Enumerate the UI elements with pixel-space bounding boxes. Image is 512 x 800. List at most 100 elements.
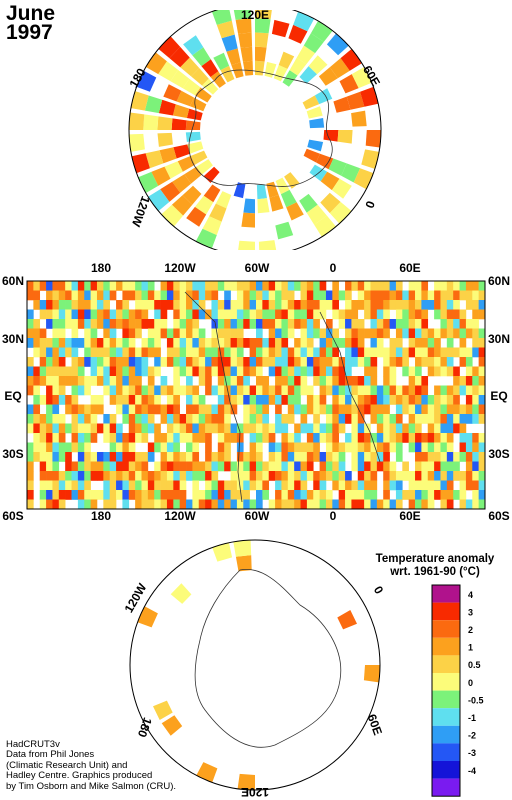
grid-cell: [440, 461, 448, 472]
grid-cell: [84, 499, 91, 510]
grid-cell: [389, 281, 397, 291]
grid-cell: [103, 300, 110, 310]
grid-cell: [383, 480, 390, 491]
grid-cell: [230, 376, 238, 386]
grid-cell: [281, 328, 289, 339]
grid-cell: [90, 338, 98, 348]
grid-cell: [198, 347, 206, 358]
grid-cell: [65, 404, 72, 415]
grid-cell: [472, 290, 479, 301]
grid-cell: [147, 452, 155, 462]
grid-cell: [166, 281, 174, 291]
grid-cell: [287, 471, 295, 481]
grid-cell: [287, 290, 295, 301]
credits-line-2: Data from Phil Jones: [6, 749, 95, 761]
grid-cell: [415, 338, 422, 348]
grid-cell: [415, 300, 422, 310]
polar-cell: [240, 46, 253, 62]
grid-cell: [306, 338, 314, 348]
legend-frame: [431, 584, 461, 797]
grid-cell: [160, 376, 168, 386]
grid-cell: [453, 328, 460, 339]
grid-cell: [313, 480, 320, 491]
grid-cell: [421, 309, 429, 320]
grid-cell: [58, 423, 66, 434]
grid-cell: [345, 442, 352, 453]
grid-cell: [408, 404, 416, 415]
grid-cell: [84, 480, 91, 491]
grid-cell: [217, 414, 225, 424]
grid-cell: [52, 395, 60, 405]
grid-cell: [478, 376, 486, 386]
grid-cell: [370, 281, 378, 291]
grid-cell: [383, 376, 390, 386]
grid-cell: [77, 376, 85, 386]
title-month: June: [6, 2, 56, 25]
grid-cell: [52, 480, 60, 491]
grid-cell: [332, 357, 339, 367]
grid-cell: [109, 499, 117, 510]
grid-cell: [96, 281, 104, 291]
grid-cell: [332, 366, 339, 377]
grid-cell: [370, 347, 378, 358]
grid-cell: [230, 480, 238, 491]
grid-cell: [459, 290, 467, 301]
grid-cell: [319, 480, 327, 491]
grid-cell: [122, 366, 130, 377]
grid-cell: [217, 338, 225, 348]
grid-cell: [122, 480, 130, 491]
grid-cell: [415, 376, 422, 386]
grid-cell: [294, 442, 301, 453]
grid-cell: [243, 281, 250, 291]
grid-cell: [465, 300, 473, 310]
grid-cell: [116, 395, 123, 405]
grid-cell: [236, 385, 244, 396]
polar-cell: [243, 198, 255, 214]
grid-cell: [198, 376, 206, 386]
grid-cell: [46, 461, 53, 472]
grid-cell: [173, 338, 180, 348]
grid-cell: [186, 309, 193, 320]
grid-cell: [39, 433, 47, 443]
grid-cell: [103, 290, 110, 301]
grid-cell: [325, 300, 333, 310]
grid-cell: [192, 281, 200, 291]
grid-cell: [141, 395, 149, 405]
grid-cell: [198, 290, 206, 301]
grid-cell: [370, 328, 378, 339]
grid-cell: [65, 366, 72, 377]
grid-cell: [275, 347, 282, 358]
legend-title-line2: wrt. 1961-90 (°C): [390, 566, 480, 578]
grid-cell: [275, 300, 282, 310]
grid-cell: [96, 490, 104, 500]
grid-cell: [357, 338, 365, 348]
grid-cell: [294, 281, 301, 291]
grid-cell: [243, 357, 250, 367]
polar-cell: [320, 192, 341, 214]
grid-cell: [478, 338, 486, 348]
grid-cell: [173, 376, 180, 386]
grid-cell: [27, 281, 34, 291]
grid-cell: [300, 347, 308, 358]
polar-cell: [210, 71, 226, 88]
grid-cell: [160, 480, 168, 491]
grid-cell: [306, 319, 314, 329]
grid-cell: [77, 471, 85, 481]
polar-cell: [328, 158, 347, 176]
right-lat-30s: 30S: [488, 447, 509, 461]
grid-cell: [186, 423, 193, 434]
polar-cell: [329, 58, 350, 79]
grid-cell: [52, 281, 60, 291]
grid-cell: [383, 404, 390, 415]
grid-cell: [230, 366, 238, 377]
grid-cell: [192, 366, 200, 377]
grid-cell: [287, 300, 295, 310]
grid-cell: [389, 461, 397, 472]
grid-cell: [275, 290, 282, 301]
grid-cell: [383, 385, 390, 396]
legend-label: 1: [468, 643, 473, 653]
grid-cell: [440, 423, 448, 434]
grid-cell: [33, 452, 41, 462]
grid-cell: [415, 433, 422, 443]
grid-cell: [287, 404, 295, 415]
